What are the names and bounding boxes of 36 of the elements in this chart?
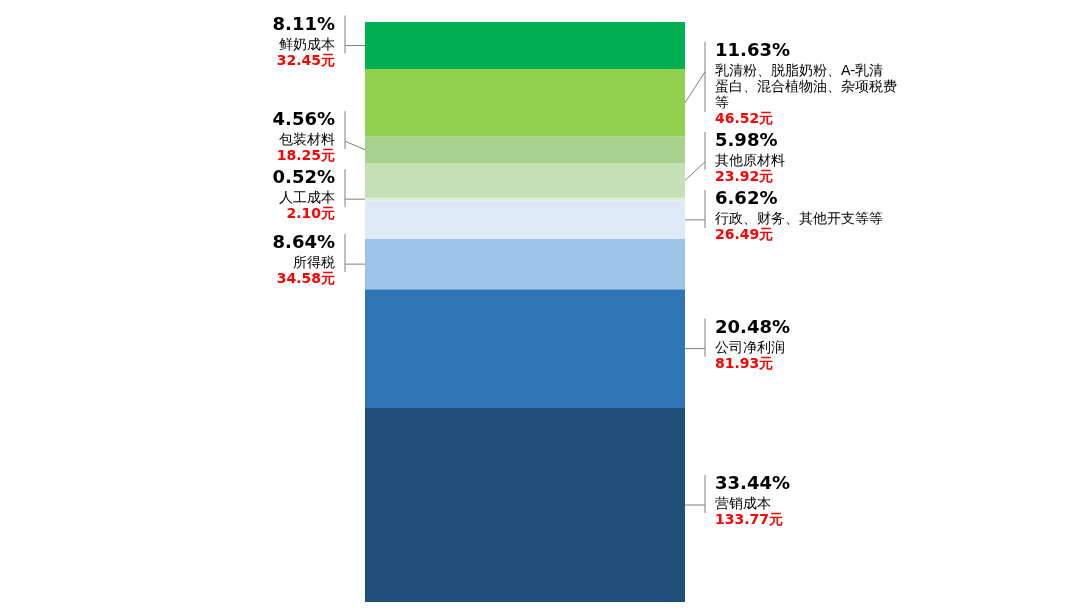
text: 鲜奶成本 [279, 35, 335, 52]
data-label: 33.44% [715, 472, 790, 493]
text: 32.45元 [276, 51, 335, 68]
data-label: 11.63% [715, 38, 790, 60]
data-label: 0.52% [272, 166, 335, 188]
text: 营销成本 [715, 495, 771, 511]
bar [365, 162, 685, 198]
text: 46.52元 [715, 109, 774, 126]
data-label: 6.62% [715, 186, 778, 208]
text: 其他原材料 [715, 151, 785, 168]
bar [365, 239, 685, 290]
text: 人工成本 [279, 189, 335, 206]
text: 26.49元 [715, 225, 774, 242]
data-label: 5.98% [715, 128, 778, 150]
bar [365, 22, 685, 70]
data-label: 4.56% [272, 108, 335, 130]
bar [365, 200, 685, 240]
bar [365, 69, 685, 137]
text: 行政、财务、其他开支等等 [715, 209, 883, 226]
text: 133.77元 [715, 511, 784, 527]
text: 18.25元 [276, 147, 335, 164]
bar [365, 136, 685, 163]
data-label: 8.64% [272, 231, 335, 253]
bar [365, 289, 685, 409]
text: 包装材料 [279, 131, 335, 148]
text: 2.10元 [286, 205, 335, 222]
data-label: 8.11% [272, 12, 335, 34]
text: 34.58元 [276, 270, 335, 287]
text: 23.92元 [715, 167, 774, 184]
data-label: 20.48% [715, 315, 790, 337]
text: 所得税 [293, 254, 335, 271]
text: 81.93元 [715, 354, 774, 371]
text: 乳清粉、脱脂奶粉、A-乳清蛋白、混合植物油、杂项税费等 [715, 61, 897, 110]
bar [365, 197, 685, 201]
bar [365, 408, 685, 602]
text: 公司净利润 [715, 338, 785, 355]
